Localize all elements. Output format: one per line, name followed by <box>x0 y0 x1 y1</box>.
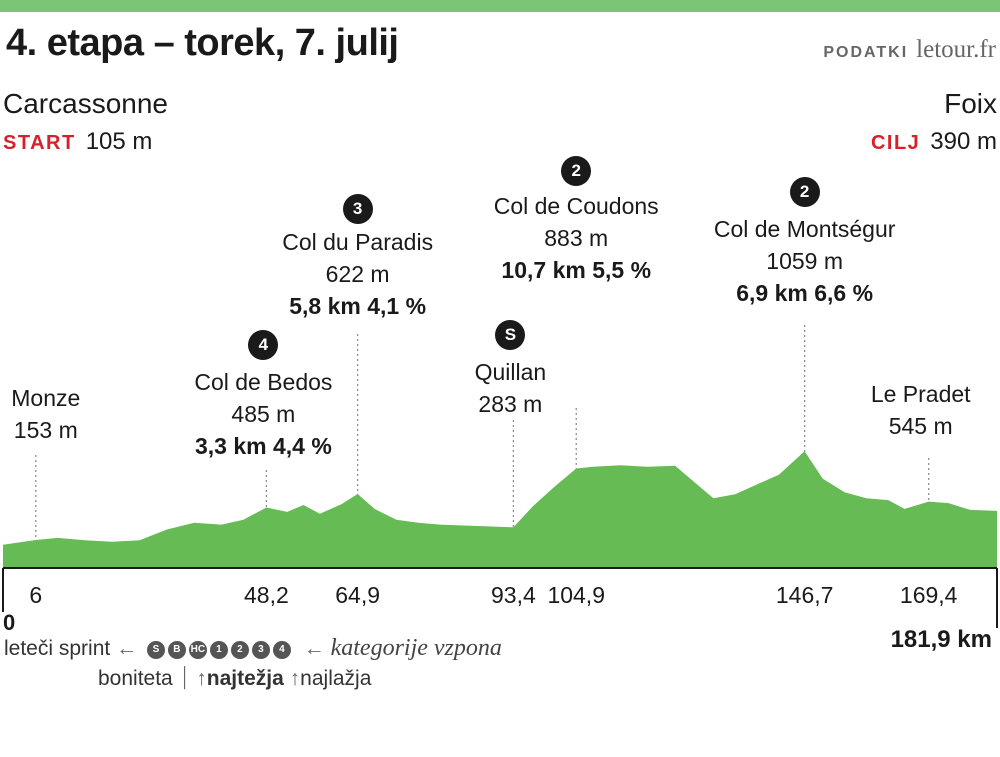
point-label: Quillan 283 m <box>475 356 547 420</box>
page-title: 4. etapa – torek, 7. julij <box>6 22 399 64</box>
finish-city: Foix <box>944 88 997 119</box>
climb-stat: 6,9 km 6,6 % <box>736 280 874 306</box>
category-badge: 3 <box>342 194 373 224</box>
point-label: Col de Montségur 1059 m 6,9 km 6,6 % <box>714 213 896 309</box>
legend-easiest: najlažja <box>300 667 372 690</box>
km-tick-label: 146,7 <box>775 582 834 608</box>
category-badge: S <box>495 320 526 350</box>
legend-marker-dot: 1 <box>209 640 228 659</box>
start-km-label: 0 <box>3 610 16 635</box>
point-name: Quillan <box>474 359 547 385</box>
point-label: Monze 153 m <box>11 382 80 446</box>
start-tag: START <box>3 132 76 154</box>
start-info: START 105 m <box>3 128 152 156</box>
legend-markers: S B HC 1 2 3 4 <box>146 637 294 661</box>
legend-marker-dot: HC <box>188 640 207 659</box>
point-name: Col du Paradis <box>282 229 434 255</box>
point-elevation: 883 m <box>544 225 609 251</box>
legend-row-2: boniteta ⏐ ↑najtežja ↑najlažja <box>98 667 372 690</box>
climb-stat: 10,7 km 5,5 % <box>501 257 652 283</box>
legend-marker-dot: 4 <box>272 640 291 659</box>
point-name: Col de Coudons <box>493 193 659 219</box>
legend-hardest: najtežja <box>206 667 284 690</box>
source-site: letour.fr <box>916 36 996 63</box>
km-tick-label: 104,9 <box>547 582 605 608</box>
climb-stat: 5,8 km 4,1 % <box>289 293 427 319</box>
point-elevation: 1059 m <box>766 248 843 274</box>
legend-climbs: kategorije vzpona <box>330 635 502 661</box>
legend-marker-dot: 2 <box>230 640 249 659</box>
point-elevation: 485 m <box>231 401 296 427</box>
point-elevation: 622 m <box>325 261 390 287</box>
km-tick-label: 169,4 <box>899 582 958 608</box>
legend-marker-dot: 3 <box>251 640 270 659</box>
start-elevation: 105 m <box>85 128 153 155</box>
point-label: Col de Bedos 485 m 3,3 km 4,4 % <box>194 366 332 462</box>
point-name: Col de Bedos <box>194 369 333 395</box>
legend-row: leteči sprint ← S B HC 1 2 3 4 ← kategorije vz… <box>4 635 502 661</box>
start-city: Carcassonne <box>3 88 168 119</box>
source-label: PODATKI <box>823 44 909 61</box>
legend-marker-dot: S <box>146 640 165 659</box>
climb-stat: 3,3 km 4,4 % <box>194 433 332 459</box>
category-badge: 2 <box>789 177 820 207</box>
end-km-label: 181,9 km <box>890 626 992 653</box>
legend-bonus: boniteta <box>98 667 173 690</box>
finish-info: CILJ 390 m <box>871 128 997 156</box>
finish-tag: CILJ <box>870 132 921 154</box>
point-elevation: 283 m <box>478 391 543 417</box>
legend-marker-dot: B <box>167 640 186 659</box>
km-tick-label: 93,4 <box>490 582 536 608</box>
point-name: Le Pradet <box>870 381 971 407</box>
legend-sprint: leteči sprint <box>4 637 111 660</box>
point-label: Col de Coudons 883 m 10,7 km 5,5 % <box>494 190 659 286</box>
source-credit: PODATKI letour.fr <box>823 36 996 64</box>
accent-bar <box>0 0 1000 12</box>
km-tick-label: 64,9 <box>335 582 381 608</box>
point-label: Le Pradet 545 m <box>871 378 971 442</box>
category-badge: 4 <box>248 330 279 360</box>
point-elevation: 545 m <box>888 413 953 439</box>
point-name: Monze <box>11 385 81 411</box>
category-badge: 2 <box>561 156 592 186</box>
finish-elevation: 390 m <box>930 128 997 155</box>
km-tick-label: 48,2 <box>244 582 289 608</box>
km-tick-label: 6 <box>29 582 43 608</box>
point-name: Col de Montségur <box>713 216 896 242</box>
point-label: Col du Paradis 622 m 5,8 km 4,1 % <box>282 226 433 322</box>
point-elevation: 153 m <box>13 417 78 443</box>
elevation-area <box>3 451 997 568</box>
